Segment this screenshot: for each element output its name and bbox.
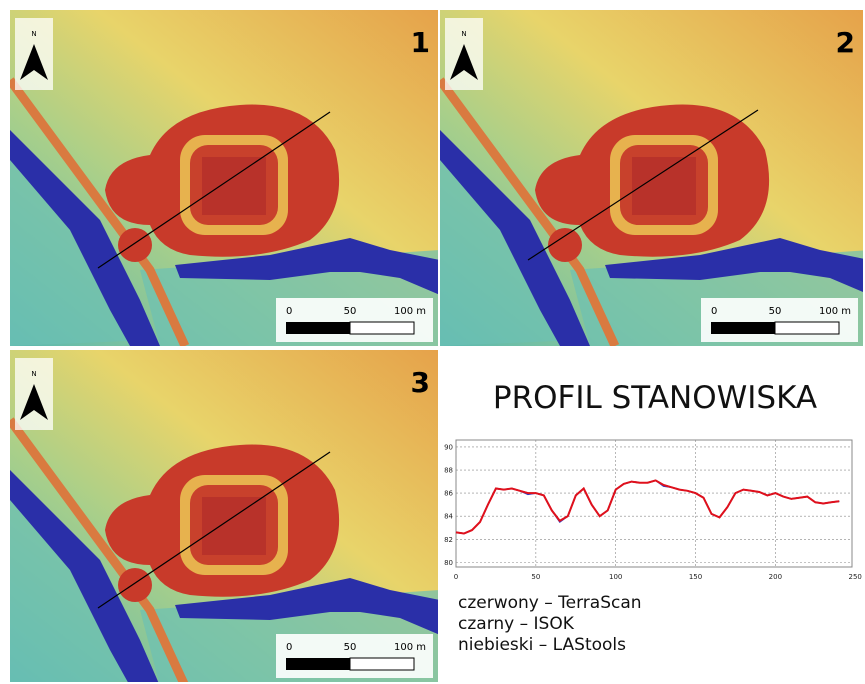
scale-label: 0 [286, 306, 292, 317]
plateau [202, 157, 266, 215]
page: PROFIL STANOWISKA N 1 0 50 100 m N 2 0 50 100 m N 3… [0, 0, 865, 684]
x-tick-label: 0 [454, 573, 458, 581]
plateau [202, 497, 266, 555]
mound [548, 228, 582, 262]
y-tick-label: 82 [444, 536, 453, 544]
scale-label: 50 [769, 306, 782, 317]
panel-number: 3 [411, 366, 430, 399]
scale-bar-dark [286, 658, 350, 670]
y-tick-label: 80 [444, 559, 453, 567]
scale-bar-light [350, 658, 414, 670]
legend-line: czerwony – TerraScan [458, 593, 642, 613]
scale-bar-dark [711, 322, 775, 334]
mound [118, 228, 152, 262]
map-panel: N 1 0 50 100 m [10, 10, 440, 346]
scale-label: 100 m [819, 306, 851, 317]
scale-box [701, 298, 858, 342]
scale-bar-dark [286, 322, 350, 334]
map-panel: N 3 0 50 100 m [10, 350, 440, 684]
scale-box [276, 634, 433, 678]
scale-label: 50 [344, 642, 357, 653]
scale-label: 0 [286, 642, 292, 653]
panel-number: 2 [836, 26, 855, 59]
scale-box [276, 298, 433, 342]
chart-title: PROFIL STANOWISKA [493, 380, 817, 416]
panel-number: 1 [411, 26, 430, 59]
scale-label: 100 m [394, 306, 426, 317]
x-tick-label: 100 [609, 573, 622, 581]
y-tick-label: 84 [444, 513, 453, 521]
x-tick-label: 200 [769, 573, 782, 581]
north-label: N [461, 30, 466, 38]
scale-label: 50 [344, 306, 357, 317]
x-tick-label: 150 [689, 573, 702, 581]
map-panel: N 2 0 50 100 m [440, 10, 865, 346]
scale-bar-light [775, 322, 839, 334]
plot-area [456, 440, 852, 567]
y-tick-label: 88 [444, 467, 453, 475]
y-tick-label: 86 [444, 490, 453, 498]
profile-chart: 80 82 84 86 88 90 0 50 100 150 200 250 [444, 440, 862, 581]
legend-line: czarny – ISOK [458, 614, 575, 634]
x-tick-label: 250 [849, 573, 862, 581]
north-label: N [31, 30, 36, 38]
scale-label: 100 m [394, 642, 426, 653]
y-tick-label: 90 [444, 443, 453, 451]
north-label: N [31, 370, 36, 378]
legend-line: niebieski – LAStools [458, 635, 626, 655]
mound [118, 568, 152, 602]
scale-bar-light [350, 322, 414, 334]
x-tick-label: 50 [531, 573, 540, 581]
scale-label: 0 [711, 306, 717, 317]
